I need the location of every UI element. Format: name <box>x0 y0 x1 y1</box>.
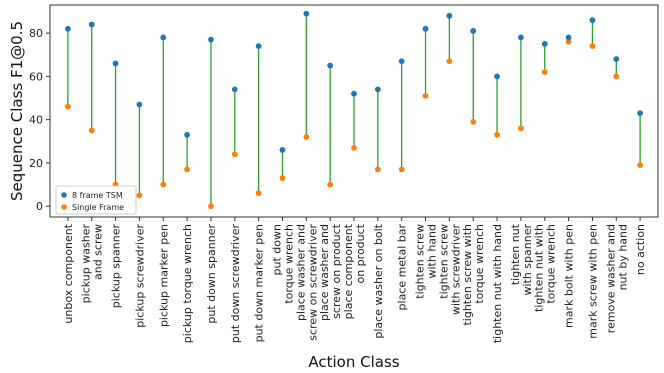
single-frame-point <box>279 175 286 181</box>
x-tick-label: place washer on bolt <box>372 223 385 338</box>
tsm-point <box>160 34 167 41</box>
tsm-point <box>518 34 524 41</box>
y-tick-label: 60 <box>29 70 43 83</box>
tsm-point <box>613 56 620 62</box>
y-axis-title: Sequence Class F1@0.5 <box>8 21 26 201</box>
single-frame-point <box>351 144 357 151</box>
x-tick-label: pickup torque wrench <box>181 224 194 343</box>
x-axis-title: Action Class <box>308 353 399 371</box>
tsm-point <box>112 60 119 67</box>
single-frame-point <box>255 190 262 197</box>
tsm-point <box>208 36 214 43</box>
plot-area: 0 20 40 60 80 unbox component pickup washerand… <box>29 4 659 344</box>
tsm-point <box>422 25 429 32</box>
x-tick-label: tighten nutwith spanner <box>509 223 534 295</box>
x-tick-label: tighten nut with hand <box>491 224 504 343</box>
single-frame-point <box>541 69 548 75</box>
single-frame-point <box>589 43 596 50</box>
legend-marker-single-frame <box>61 204 67 210</box>
single-frame-point <box>446 58 453 65</box>
y-tick-label: 40 <box>29 114 43 127</box>
tsm-point <box>88 21 95 28</box>
legend-box <box>55 185 137 215</box>
tsm-point <box>231 86 238 93</box>
x-tick-label: pickup screwdriver <box>133 224 146 328</box>
tsm-point <box>327 62 334 69</box>
x-tick-label: put down screwdriver <box>229 224 242 344</box>
x-tick-label: place washer andscrew on screwdriver <box>294 224 319 341</box>
y-tick-label: 20 <box>29 157 43 170</box>
single-frame-point <box>184 166 190 173</box>
x-tick-label: unbox component <box>62 223 75 323</box>
single-frame-point <box>422 92 429 99</box>
tsm-point <box>565 34 572 41</box>
x-tick-label: tighten nut withtorque wrench <box>533 224 558 312</box>
x-tick-label: remove washer andnut by hand <box>604 224 629 333</box>
x-tick-label: tighten screw withtorque wrench <box>461 224 486 326</box>
single-frame-point <box>518 125 524 132</box>
single-frame-point <box>160 181 167 188</box>
x-tick-label: mark bolt with pen <box>563 224 576 328</box>
tsm-point <box>303 10 310 17</box>
single-frame-point <box>208 203 214 210</box>
tsm-point <box>637 110 644 117</box>
legend-label-single-frame: Single Frame <box>72 203 124 212</box>
legend: 8 frame TSM Single Frame <box>55 185 137 215</box>
tsm-point <box>494 73 500 80</box>
single-frame-point <box>613 73 620 80</box>
x-tick-label: tighten screwwith hand <box>414 224 439 299</box>
x-tick-label: pickup marker pen <box>157 224 170 327</box>
x-tick-label: put down spanner <box>205 224 218 324</box>
single-frame-point <box>88 127 95 134</box>
tsm-point <box>398 58 405 65</box>
legend-marker-tsm <box>61 192 67 198</box>
tsm-point <box>374 86 381 93</box>
tsm-point <box>351 90 357 97</box>
tsm-point <box>589 17 596 24</box>
x-tick-label: no action <box>634 224 647 275</box>
tsm-point <box>64 25 71 32</box>
x-tick-label: place metal bar <box>396 224 409 311</box>
single-frame-point <box>494 131 500 138</box>
single-frame-point <box>136 192 143 199</box>
tsm-point <box>541 41 548 47</box>
x-tick-label: tighten screwwith screwdriver <box>437 224 462 315</box>
single-frame-point <box>303 134 310 140</box>
legend-label-tsm: 8 frame TSM <box>72 191 123 200</box>
x-tick-label: pickup washerand screw <box>80 224 105 304</box>
tsm-point <box>279 147 286 153</box>
y-tick-label: 80 <box>29 27 43 40</box>
tsm-point <box>255 43 262 50</box>
single-frame-point <box>64 103 71 110</box>
y-tick-label: 0 <box>36 200 43 213</box>
tsm-point <box>136 101 143 108</box>
x-tick-label: put downtorque wrench <box>270 224 295 304</box>
tsm-point <box>470 28 477 34</box>
tsm-point <box>184 131 190 138</box>
x-tick-label: mark screw with pen <box>586 224 599 339</box>
tsm-point <box>446 12 453 19</box>
single-frame-point <box>231 151 238 158</box>
x-tick-label: put down marker pen <box>253 224 266 342</box>
x-tick-label: place componenton product <box>342 223 367 319</box>
single-frame-point <box>374 166 381 173</box>
single-frame-point <box>565 38 572 45</box>
single-frame-point <box>398 166 405 173</box>
single-frame-point <box>327 181 334 188</box>
single-frame-point <box>470 118 477 125</box>
x-tick-label: place washer andscrew on product <box>318 223 343 321</box>
single-frame-point <box>637 162 644 168</box>
x-tick-label: pickup spanner <box>110 224 123 309</box>
